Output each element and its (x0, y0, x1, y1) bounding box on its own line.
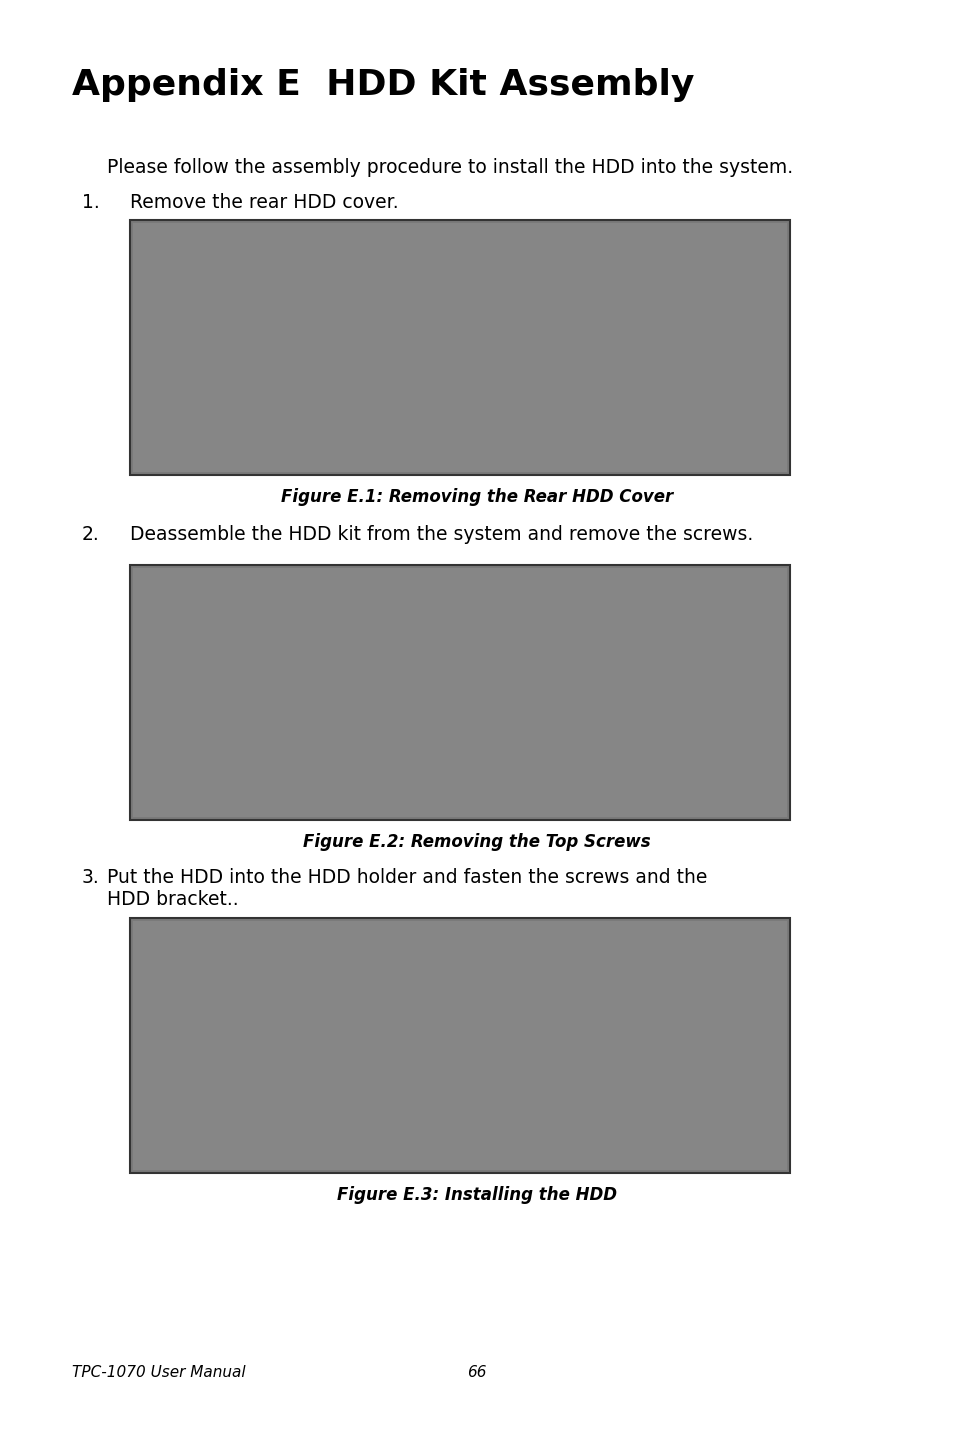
Text: TPC-1070 User Manual: TPC-1070 User Manual (71, 1366, 245, 1380)
Text: Please follow the assembly procedure to install the HDD into the system.: Please follow the assembly procedure to … (107, 157, 792, 177)
Text: Deassemble the HDD kit from the system and remove the screws.: Deassemble the HDD kit from the system a… (130, 525, 753, 543)
Bar (130, 565, 789, 819)
Text: 2.: 2. (82, 525, 100, 543)
Bar (132, 921, 786, 1170)
Bar (130, 220, 789, 475)
Text: Figure E.3: Installing the HDD: Figure E.3: Installing the HDD (336, 1185, 617, 1204)
Text: Figure E.1: Removing the Rear HDD Cover: Figure E.1: Removing the Rear HDD Cover (280, 488, 673, 506)
Text: 66: 66 (467, 1366, 486, 1380)
Text: Figure E.2: Removing the Top Screws: Figure E.2: Removing the Top Screws (303, 834, 650, 851)
Text: 3.: 3. (82, 868, 100, 887)
Text: Remove the rear HDD cover.: Remove the rear HDD cover. (130, 193, 398, 212)
Text: 1.: 1. (82, 193, 100, 212)
Bar (132, 568, 786, 817)
Text: Put the HDD into the HDD holder and fasten the screws and the
HDD bracket..: Put the HDD into the HDD holder and fast… (107, 868, 706, 909)
Bar (132, 223, 786, 472)
Bar (130, 918, 789, 1173)
Text: Appendix E  HDD Kit Assembly: Appendix E HDD Kit Assembly (71, 69, 694, 102)
